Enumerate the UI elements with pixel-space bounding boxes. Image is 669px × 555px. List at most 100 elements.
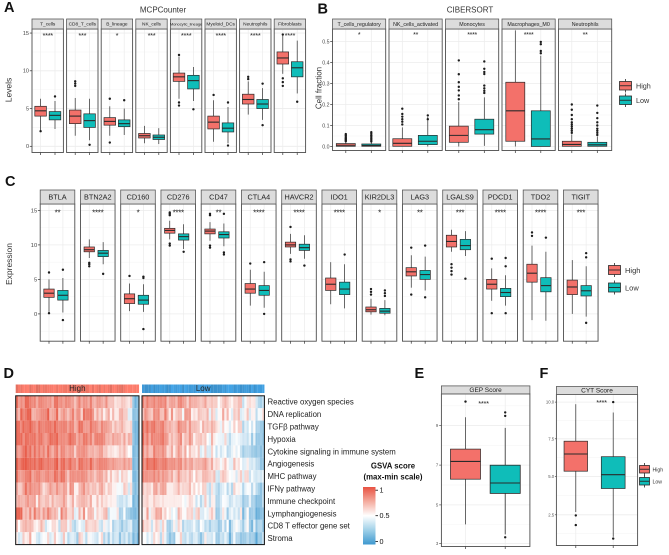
svg-text:High: High bbox=[636, 82, 651, 91]
svg-text:GSVA score: GSVA score bbox=[371, 462, 416, 471]
svg-text:Macrophages_M0: Macrophages_M0 bbox=[507, 22, 549, 28]
svg-text:15: 15 bbox=[23, 31, 29, 37]
svg-text:HAVCR2: HAVCR2 bbox=[284, 193, 313, 202]
svg-text:*: * bbox=[378, 209, 381, 218]
svg-text:*: * bbox=[358, 32, 361, 39]
svg-text:10: 10 bbox=[31, 243, 37, 249]
svg-text:****: **** bbox=[524, 32, 534, 39]
svg-text:Fibroblasts: Fibroblasts bbox=[278, 22, 302, 28]
svg-text:****: **** bbox=[42, 31, 53, 40]
svg-text:TIGIT: TIGIT bbox=[571, 193, 590, 202]
svg-text:NK_cells_activated: NK_cells_activated bbox=[393, 22, 438, 28]
svg-text:10: 10 bbox=[23, 69, 29, 75]
svg-text:Immune checkpoint: Immune checkpoint bbox=[268, 497, 336, 506]
svg-text:T_cells_regulatory: T_cells_regulatory bbox=[337, 22, 381, 28]
svg-text:0.3: 0.3 bbox=[322, 81, 329, 87]
svg-text:KIR2DL3: KIR2DL3 bbox=[365, 193, 395, 202]
svg-text:BTLA: BTLA bbox=[48, 193, 66, 202]
svg-text:Neutrophils: Neutrophils bbox=[243, 22, 268, 28]
svg-text:**: ** bbox=[216, 209, 222, 218]
svg-text:**: ** bbox=[583, 32, 588, 39]
svg-text:Lymphangiogenesis: Lymphangiogenesis bbox=[268, 509, 337, 518]
svg-text:9: 9 bbox=[436, 423, 439, 428]
svg-text:CD276: CD276 bbox=[167, 193, 190, 202]
svg-text:Low: Low bbox=[653, 480, 663, 486]
svg-text:****: **** bbox=[181, 31, 192, 40]
svg-text:0.2: 0.2 bbox=[322, 102, 329, 108]
svg-text:****: **** bbox=[250, 31, 261, 40]
svg-text:GEP Score: GEP Score bbox=[469, 387, 502, 394]
svg-text:15: 15 bbox=[31, 208, 37, 214]
svg-text:CD160: CD160 bbox=[127, 193, 150, 202]
svg-text:TGFβ pathway: TGFβ pathway bbox=[268, 423, 319, 432]
svg-text:PDCD1: PDCD1 bbox=[488, 193, 513, 202]
svg-text:TDO2: TDO2 bbox=[531, 193, 550, 202]
svg-text:2.5: 2.5 bbox=[548, 512, 555, 517]
svg-text:High: High bbox=[625, 266, 640, 275]
svg-text:Reactive oxygen species: Reactive oxygen species bbox=[268, 398, 354, 407]
svg-text:D: D bbox=[4, 366, 14, 382]
svg-text:B: B bbox=[318, 2, 328, 18]
svg-text:**: ** bbox=[55, 209, 61, 218]
svg-text:T_cells: T_cells bbox=[40, 22, 56, 28]
svg-text:Levels: Levels bbox=[4, 78, 14, 103]
svg-text:CD8_T_cells: CD8_T_cells bbox=[69, 22, 97, 28]
svg-text:LAG3: LAG3 bbox=[410, 193, 429, 202]
svg-text:IDO1: IDO1 bbox=[331, 193, 348, 202]
svg-text:F: F bbox=[540, 366, 549, 382]
svg-text:5: 5 bbox=[34, 277, 37, 283]
svg-text:Myeloid_DCs: Myeloid_DCs bbox=[206, 22, 235, 28]
svg-text:****: **** bbox=[173, 209, 184, 218]
svg-text:High: High bbox=[69, 384, 85, 393]
svg-text:*: * bbox=[116, 31, 119, 40]
svg-text:****: **** bbox=[535, 209, 546, 218]
svg-text:0.0: 0.0 bbox=[322, 144, 329, 150]
svg-text:Low: Low bbox=[196, 384, 211, 393]
svg-text:Neutrophils: Neutrophils bbox=[572, 22, 599, 28]
svg-text:IFNγ pathway: IFNγ pathway bbox=[268, 485, 316, 494]
svg-text:****: **** bbox=[293, 209, 304, 218]
svg-text:**: ** bbox=[417, 209, 423, 218]
svg-text:CD47: CD47 bbox=[209, 193, 228, 202]
svg-text:BTN2A2: BTN2A2 bbox=[84, 193, 112, 202]
svg-text:****: **** bbox=[334, 209, 345, 218]
svg-text:Cell fraction: Cell fraction bbox=[315, 67, 324, 109]
svg-text:*: * bbox=[137, 209, 140, 218]
svg-text:Low: Low bbox=[636, 96, 650, 105]
svg-text:Stroma: Stroma bbox=[268, 534, 294, 543]
svg-text:0.5: 0.5 bbox=[322, 39, 329, 45]
svg-text:****: **** bbox=[467, 32, 477, 39]
svg-text:5.0: 5.0 bbox=[548, 474, 555, 479]
svg-text:7: 7 bbox=[436, 463, 439, 468]
svg-text:NK_cells: NK_cells bbox=[142, 22, 162, 28]
svg-text:***: *** bbox=[148, 31, 156, 40]
svg-text:5: 5 bbox=[436, 502, 439, 507]
svg-text:Expression: Expression bbox=[4, 243, 14, 285]
svg-text:10.0: 10.0 bbox=[546, 400, 555, 405]
svg-text:****: **** bbox=[92, 209, 103, 218]
svg-text:7.5: 7.5 bbox=[548, 436, 555, 441]
svg-text:LGALS9: LGALS9 bbox=[446, 193, 474, 202]
svg-text:***: *** bbox=[78, 31, 86, 40]
svg-text:E: E bbox=[415, 366, 425, 382]
svg-text:****: **** bbox=[596, 398, 607, 407]
svg-text:0: 0 bbox=[380, 537, 384, 546]
svg-text:1: 1 bbox=[380, 486, 384, 495]
svg-text:CD8 T effector gene set: CD8 T effector gene set bbox=[268, 522, 351, 531]
svg-text:5: 5 bbox=[26, 107, 29, 113]
svg-text:Monocytes: Monocytes bbox=[459, 22, 485, 28]
svg-text:CTLA4: CTLA4 bbox=[247, 193, 270, 202]
svg-text:MHC pathway: MHC pathway bbox=[268, 472, 317, 481]
svg-text:CIBERSORT: CIBERSORT bbox=[447, 6, 494, 15]
svg-text:CYT Score: CYT Score bbox=[581, 388, 613, 395]
svg-text:3: 3 bbox=[436, 541, 439, 546]
svg-text:****: **** bbox=[215, 31, 226, 40]
svg-text:0.4: 0.4 bbox=[322, 60, 329, 66]
svg-text:0.1: 0.1 bbox=[322, 123, 329, 129]
svg-text:DNA replication: DNA replication bbox=[268, 410, 322, 419]
svg-text:****: **** bbox=[478, 399, 489, 408]
svg-text:**: ** bbox=[413, 32, 418, 39]
svg-text:High: High bbox=[653, 468, 664, 474]
svg-text:Angiogenesis: Angiogenesis bbox=[268, 460, 315, 469]
svg-text:(max-min scale): (max-min scale) bbox=[364, 473, 423, 482]
